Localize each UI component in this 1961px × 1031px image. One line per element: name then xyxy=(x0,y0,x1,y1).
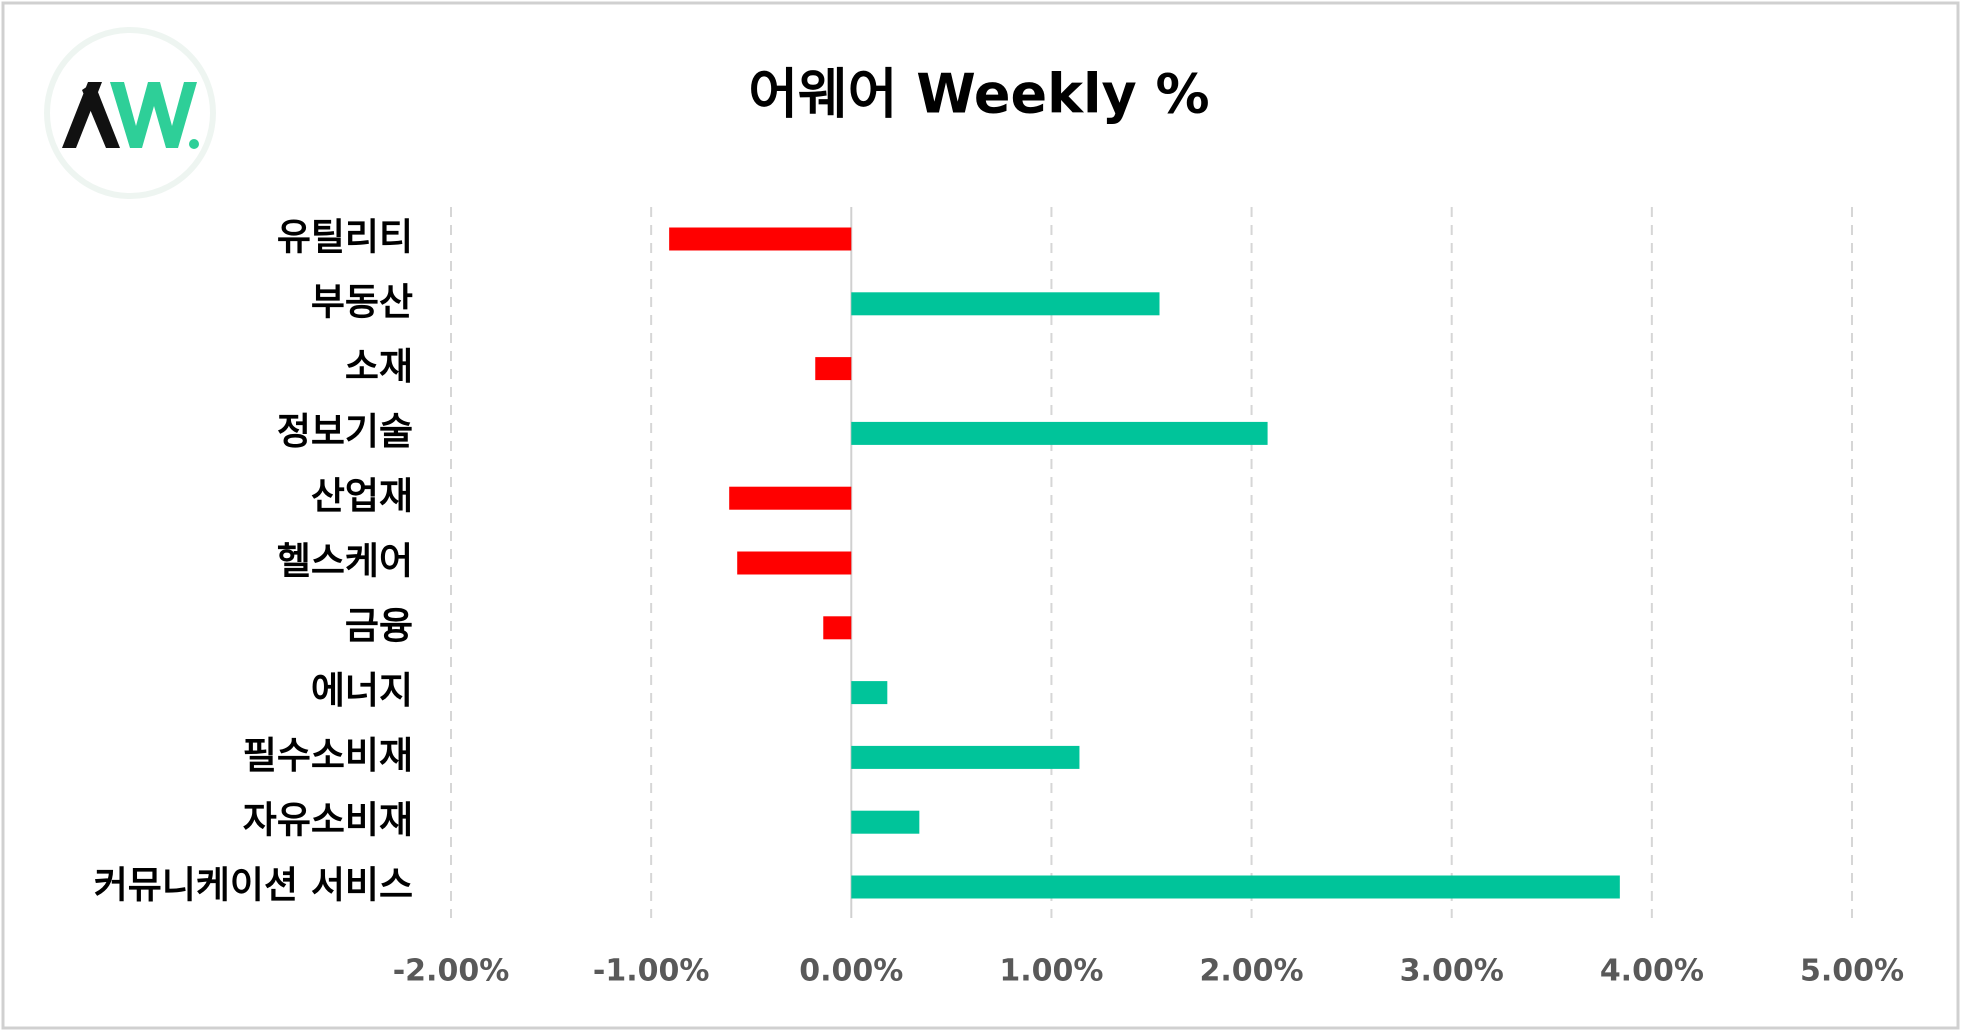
x-tick-label: 3.00% xyxy=(1400,954,1504,989)
y-tick-label: 부동산 xyxy=(311,280,413,323)
chart-title: 어웨어 Weekly % xyxy=(748,63,1209,126)
y-tick-label: 유틸리티 xyxy=(277,216,413,259)
bar xyxy=(851,681,888,705)
y-tick-label: 에너지 xyxy=(311,669,413,712)
x-tick-label: 0.00% xyxy=(799,954,903,989)
bar xyxy=(851,745,1080,769)
x-tick-label: -1.00% xyxy=(593,954,710,989)
bar xyxy=(851,292,1160,316)
bar xyxy=(737,551,852,575)
bar xyxy=(669,227,852,251)
y-tick-label: 필수소비재 xyxy=(243,734,413,777)
y-tick-label: 소재 xyxy=(345,345,413,388)
x-tick-label: 2.00% xyxy=(1200,954,1304,989)
bar xyxy=(815,357,852,381)
y-tick-label: 정보기술 xyxy=(277,410,413,453)
bar xyxy=(851,875,1620,899)
y-tick-label: 금융 xyxy=(345,604,413,647)
x-tick-label: -2.00% xyxy=(393,954,510,989)
x-tick-label: 5.00% xyxy=(1800,954,1904,989)
bar xyxy=(729,486,852,510)
logo xyxy=(44,27,216,199)
bar xyxy=(823,616,852,640)
y-tick-label: 산업재 xyxy=(311,475,413,518)
x-tick-label: 1.00% xyxy=(999,954,1103,989)
y-tick-label: 커뮤니케이션 서비스 xyxy=(94,864,413,907)
y-tick-label: 헬스케어 xyxy=(277,540,413,583)
x-tick-label: 4.00% xyxy=(1600,954,1704,989)
bar xyxy=(851,810,920,834)
bar xyxy=(851,421,1268,445)
y-tick-label: 자유소비재 xyxy=(243,799,413,842)
